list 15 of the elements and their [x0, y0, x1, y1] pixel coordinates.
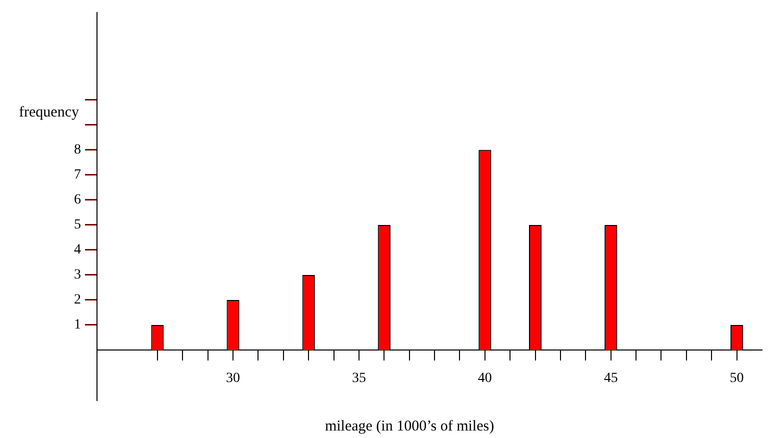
x-axis-title: mileage (in 1000’s of miles) [324, 418, 494, 434]
x-tick-label: 30 [226, 371, 240, 386]
y-axis-title: frequency [19, 104, 80, 120]
y-tick-label: 3 [74, 268, 81, 283]
y-tick-label: 2 [74, 292, 81, 308]
y-tick-label: 4 [74, 242, 81, 258]
y-tick-label: 5 [74, 218, 81, 233]
y-tick-label: 7 [74, 168, 81, 183]
x-tick-label: 45 [604, 371, 618, 386]
y-tick-label: 6 [74, 192, 81, 208]
x-tick-label: 50 [730, 371, 744, 386]
y-tick-label: 8 [74, 142, 81, 158]
y-tick-label: 1 [74, 318, 81, 333]
x-tick-label: 40 [478, 371, 492, 386]
x-tick-label: 35 [352, 371, 366, 386]
